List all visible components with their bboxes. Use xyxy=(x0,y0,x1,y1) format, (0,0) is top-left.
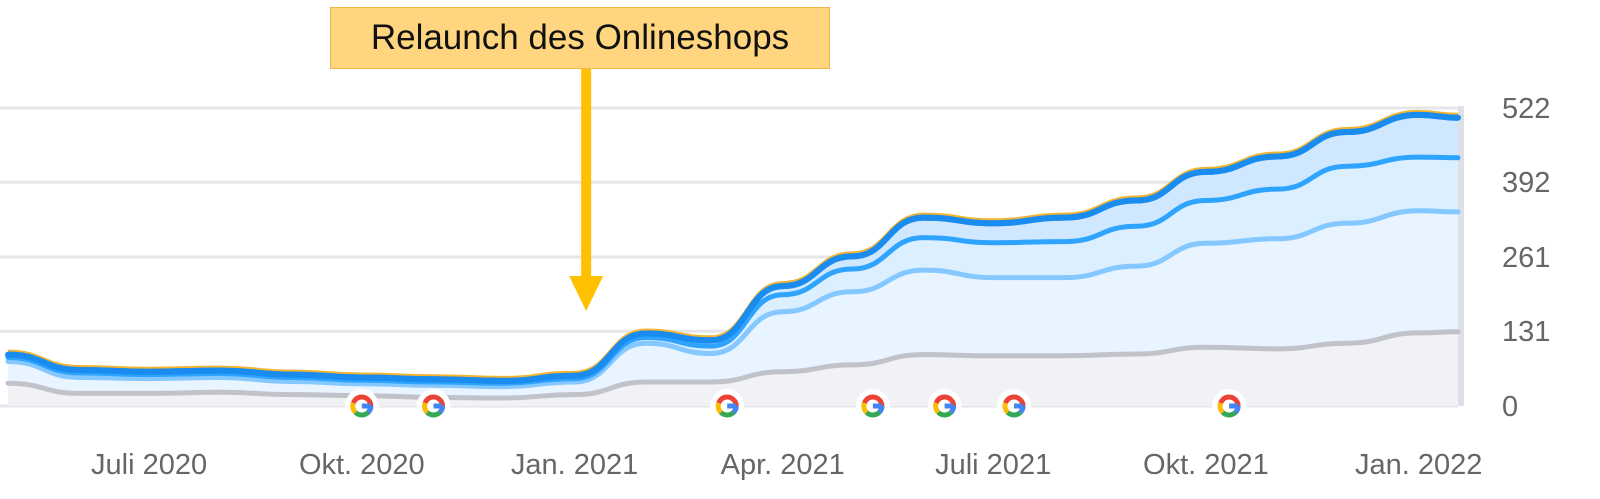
y-tick-label: 392 xyxy=(1502,167,1550,199)
x-tick-label: Juli 2020 xyxy=(91,449,207,481)
series-3-line xyxy=(5,208,1461,390)
y-tick-label: 0 xyxy=(1502,391,1518,423)
series-1-line-top xyxy=(7,111,1459,384)
google-g-icon[interactable] xyxy=(710,389,745,423)
x-tick-label: Juli 2021 xyxy=(935,449,1051,481)
area-fills xyxy=(8,114,1458,407)
x-tick-label: Apr. 2021 xyxy=(721,449,845,481)
y-tick-label: 261 xyxy=(1502,242,1550,274)
google-g-icon[interactable] xyxy=(855,389,890,423)
x-tick-label: Jan. 2021 xyxy=(511,449,638,481)
google-update-markers xyxy=(344,389,1247,423)
google-g-icon[interactable] xyxy=(344,389,379,423)
google-g-icon[interactable] xyxy=(1212,389,1247,423)
x-tick-label: Jan. 2022 xyxy=(1355,449,1482,481)
y-tick-label: 131 xyxy=(1502,316,1550,348)
x-tick-label: Okt. 2021 xyxy=(1143,449,1269,481)
y-axis: 0 131 261 392 522 xyxy=(1502,93,1550,423)
annotation-callout: Relaunch des Onlineshops xyxy=(330,7,830,69)
annotation-arrow xyxy=(569,69,604,311)
series-4-area xyxy=(8,331,1458,406)
google-g-icon[interactable] xyxy=(997,389,1031,423)
y-tick-label: 522 xyxy=(1502,93,1550,125)
x-axis: Juli 2020 Okt. 2020 Jan. 2021 Apr. 2021 Juli… xyxy=(91,449,1482,481)
series-lines xyxy=(5,109,1461,401)
annotation-label: Relaunch des Onlineshops xyxy=(370,18,790,57)
google-g-icon[interactable] xyxy=(416,389,451,423)
x-tick-label: Okt. 2020 xyxy=(299,449,425,481)
series-4-line xyxy=(5,329,1461,401)
y-axis-strip xyxy=(1458,106,1464,406)
google-g-icon[interactable] xyxy=(927,389,962,423)
arrow-head xyxy=(569,276,604,311)
